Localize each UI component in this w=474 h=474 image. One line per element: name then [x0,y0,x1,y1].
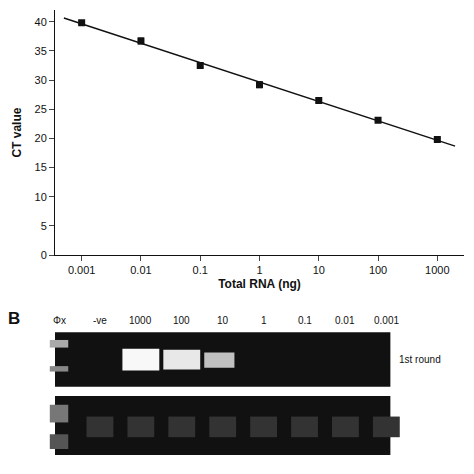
svg-text:0.001: 0.001 [68,264,96,276]
svg-text:10: 10 [217,315,229,326]
svg-text:5: 5 [41,220,47,232]
svg-text:10: 10 [313,264,325,276]
svg-text:CT value: CT value [10,107,24,157]
svg-text:30: 30 [35,74,47,86]
svg-text:Total RNA (ng): Total RNA (ng) [218,277,301,291]
svg-text:40: 40 [35,16,47,28]
svg-text:0.01: 0.01 [335,315,355,326]
svg-text:1000: 1000 [425,264,449,276]
svg-text:100: 100 [369,264,387,276]
svg-text:35: 35 [35,45,47,57]
svg-text:0.001: 0.001 [374,315,399,326]
svg-text:1000: 1000 [129,315,152,326]
svg-text:0.01: 0.01 [130,264,151,276]
svg-text:1: 1 [256,264,262,276]
svg-text:1st round: 1st round [399,354,441,365]
svg-text:Φx: Φx [53,315,66,326]
svg-text:100: 100 [173,315,190,326]
svg-text:0.1: 0.1 [298,315,312,326]
svg-text:15: 15 [35,161,47,173]
svg-text:1: 1 [261,315,267,326]
svg-text:0: 0 [41,249,47,261]
svg-text:25: 25 [35,103,47,115]
svg-text:-ve: -ve [93,315,107,326]
svg-text:10: 10 [35,191,47,203]
svg-text:B: B [8,309,20,328]
svg-text:0.1: 0.1 [193,264,208,276]
svg-text:20: 20 [35,132,47,144]
